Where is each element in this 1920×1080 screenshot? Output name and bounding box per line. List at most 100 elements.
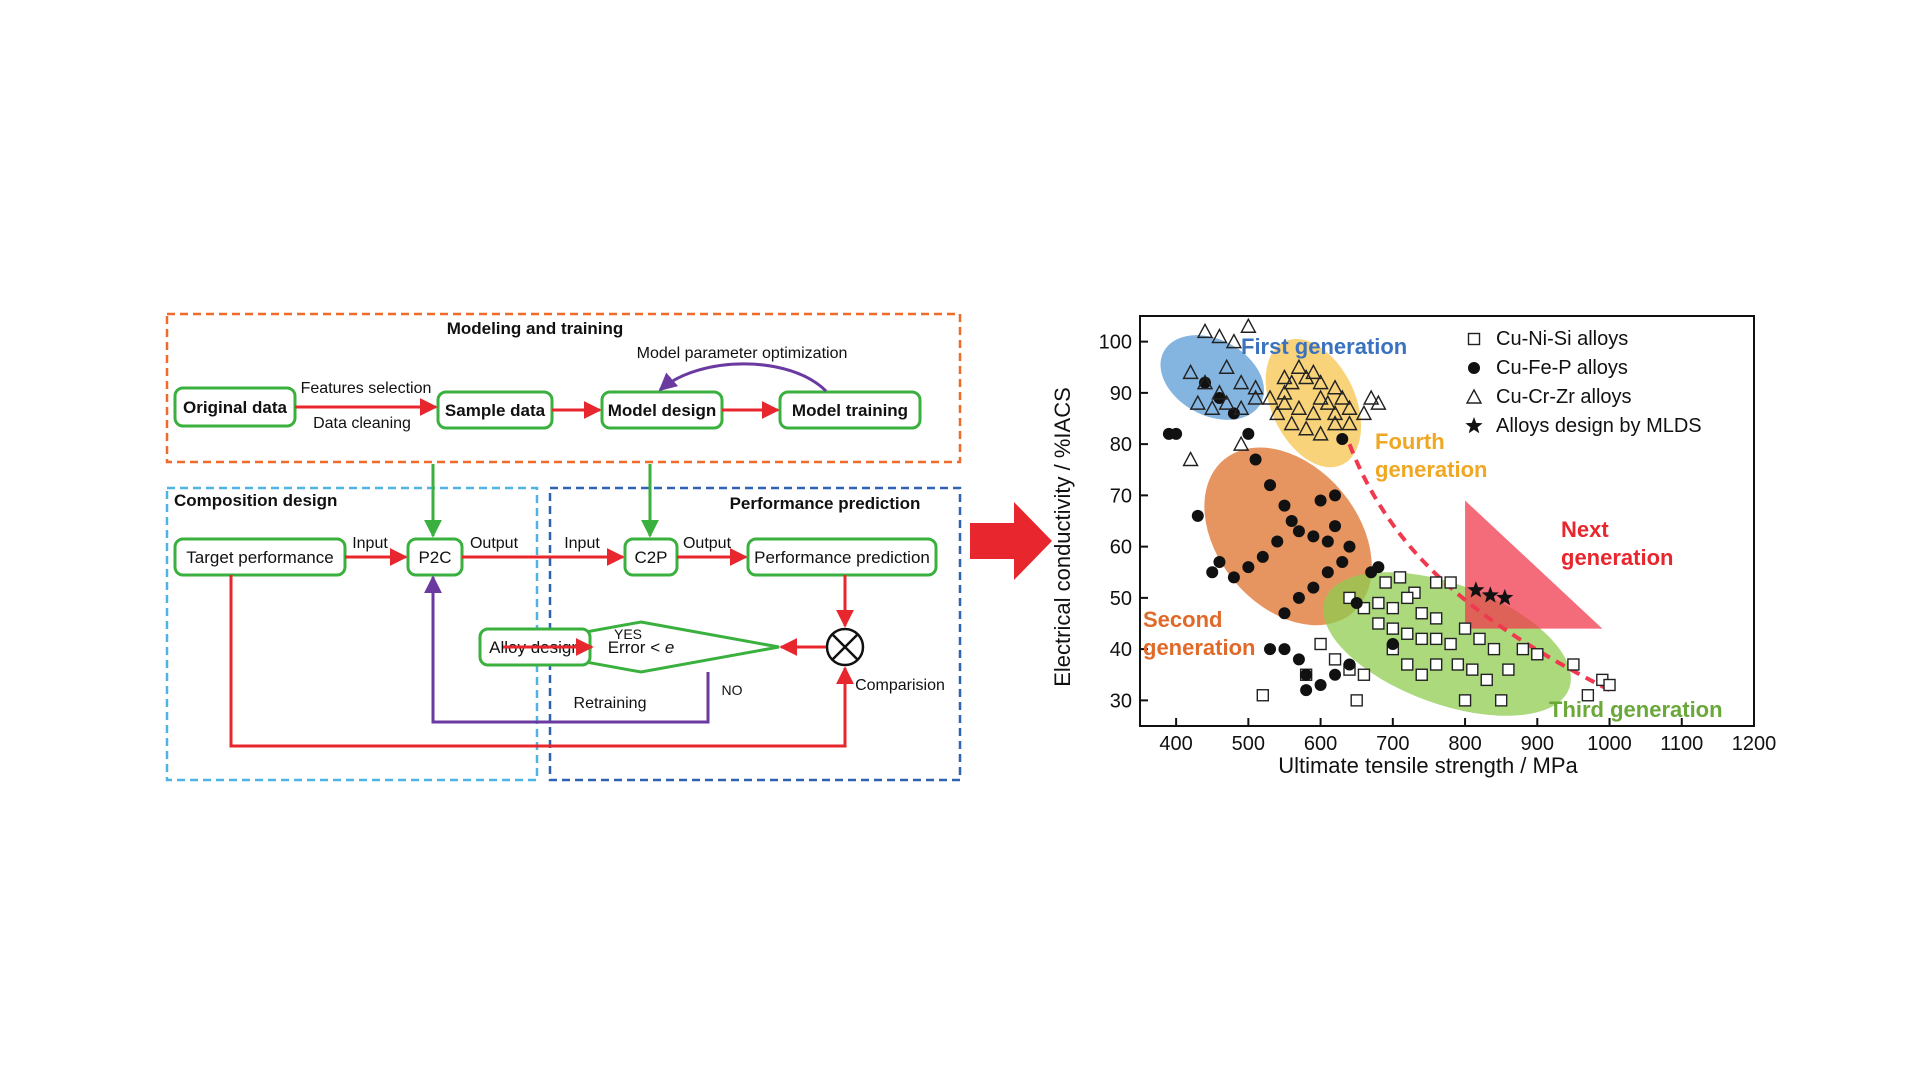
- cu-cr-zr-point: [1355, 404, 1373, 421]
- cu-fe-p-point: [1307, 581, 1320, 594]
- cu-fe-p-point: [1300, 668, 1313, 681]
- cu-cr-zr-point: [1305, 404, 1322, 421]
- cu-cr-zr-point: [1196, 322, 1214, 339]
- cu-ni-si-point: [1581, 689, 1595, 702]
- cu-fe-p-point: [1213, 392, 1226, 404]
- cu-fe-p-point: [1314, 679, 1327, 691]
- y-tick-label: 90: [1110, 383, 1132, 405]
- cu-ni-si-point: [1357, 668, 1371, 681]
- cu-cr-zr-point: [1189, 394, 1206, 410]
- features-selection-label: Features selection: [301, 380, 432, 397]
- optimization-loop-arrow: [658, 362, 828, 393]
- model-training-label: Model training: [792, 401, 908, 420]
- cu-cr-zr-point: [1362, 389, 1380, 405]
- cu-cr-zr-point: [1341, 399, 1358, 415]
- cu-fe-p-point: [1264, 479, 1277, 492]
- cu-fe-p-point: [1199, 376, 1212, 389]
- cu-fe-p-point: [1264, 643, 1277, 656]
- cu-cr-zr-point: [1247, 379, 1264, 395]
- cu-fe-p-point: [1350, 597, 1363, 609]
- x-tick-label: 500: [1232, 733, 1265, 755]
- fourth-generation-label: Fourth: [1375, 429, 1445, 454]
- cu-cr-zr-point: [1326, 404, 1344, 421]
- cu-cr-zr-point: [1283, 415, 1300, 431]
- original-data-label: Original data: [183, 398, 287, 417]
- y-tick-label: 100: [1099, 332, 1132, 354]
- x-axis-title: Ultimate tensile strength / MPa: [1278, 753, 1578, 778]
- cu-cr-zr-point: [1218, 394, 1235, 410]
- cu-fe-p-point: [1336, 433, 1349, 445]
- legend-label: Alloys design by MLDS: [1496, 415, 1702, 437]
- y-axis-title: Electrical conductivity / %IACS: [1050, 387, 1075, 687]
- cu-fe-p-point: [1386, 638, 1399, 650]
- cu-cr-zr-point: [1276, 369, 1293, 385]
- cu-fe-p-point: [1321, 535, 1334, 548]
- cu-fe-p-point: [1227, 571, 1240, 584]
- second-generation-region: [1204, 447, 1372, 626]
- cu-cr-zr-point: [1326, 415, 1344, 431]
- cu-ni-si-point: [1401, 591, 1414, 605]
- modeling-section: [165, 312, 962, 464]
- y-tick-label: 50: [1110, 588, 1132, 610]
- no-label: NO: [722, 682, 743, 698]
- cu-ni-si-point: [1415, 668, 1428, 681]
- cu-cr-zr-point: [1283, 374, 1300, 390]
- optimization-label: Model parameter optimization: [637, 345, 848, 362]
- cu-ni-si-point: [1386, 601, 1400, 615]
- cu-fe-p-point: [1314, 494, 1327, 507]
- cu-ni-si-point: [1429, 612, 1443, 625]
- next-generation-label: Next: [1561, 517, 1609, 542]
- cu-cr-zr-point: [1196, 374, 1214, 390]
- cu-ni-si-point: [1393, 571, 1407, 584]
- cu-ni-si-point: [1379, 576, 1392, 589]
- legend-label: Cu-Cr-Zr alloys: [1496, 386, 1632, 408]
- cu-cr-zr-point: [1297, 369, 1315, 385]
- first-generation-region: [1160, 335, 1264, 420]
- cu-ni-si-point: [1314, 637, 1327, 651]
- cu-cr-zr-point: [1312, 389, 1329, 405]
- cu-ni-si-point: [1429, 576, 1443, 589]
- cu-fe-p-point: [1278, 607, 1291, 620]
- cu-fe-p-point: [1206, 566, 1219, 579]
- cu-ni-si-point: [1531, 648, 1544, 661]
- yes-label: YES: [614, 626, 642, 642]
- cu-fe-p-point: [1292, 525, 1305, 538]
- cu-cr-zr-point: [1261, 389, 1279, 405]
- cu-fe-p-point: [1256, 550, 1269, 563]
- x-tick-label: 1100: [1660, 733, 1703, 755]
- cu-fe-p-point: [1336, 556, 1349, 568]
- p2c-label: P2C: [418, 548, 451, 567]
- performance-prediction-box: [746, 537, 938, 577]
- cu-fe-p-point: [1170, 427, 1183, 440]
- cu-fe-p-point: [1300, 684, 1313, 697]
- legend-label: Cu-Ni-Si alloys: [1496, 328, 1628, 350]
- cu-ni-si-point: [1401, 658, 1414, 671]
- x-tick-label: 600: [1304, 733, 1337, 755]
- target-performance-label: Target performance: [186, 548, 333, 567]
- cu-fe-p-point: [1278, 643, 1291, 656]
- cu-cr-zr-point: [1182, 451, 1199, 467]
- legend-marker-3: [1465, 417, 1483, 434]
- x-tick-label: 400: [1159, 733, 1192, 755]
- cu-cr-zr-point: [1269, 404, 1286, 421]
- comparison-label: Comparision: [855, 677, 945, 694]
- cu-ni-si-point: [1444, 637, 1457, 651]
- legend-marker-1: [1468, 362, 1480, 374]
- cu-ni-si-point: [1429, 658, 1443, 671]
- mlds-point: [1496, 588, 1514, 606]
- axis-ticks: 400 500 600 700 800 900 1000 1100 1200 30 40 50 60 70…: [1099, 315, 1776, 755]
- cu-cr-zr-point: [1247, 389, 1264, 405]
- cu-cr-zr-point: [1204, 399, 1221, 415]
- x-tick-label: 900: [1521, 733, 1554, 755]
- cu-cr-zr-point: [1225, 333, 1243, 349]
- legend-label: Cu-Fe-P alloys: [1496, 357, 1628, 379]
- cu-ni-si-point: [1328, 653, 1342, 666]
- cu-ni-si-point: [1487, 642, 1501, 656]
- c2p-label: C2P: [634, 548, 667, 567]
- cu-cr-zr-point: [1232, 435, 1250, 451]
- target-to-comparison-arrow: [229, 575, 854, 748]
- cu-ni-si-point: [1567, 658, 1580, 671]
- first-generation-label: First generation: [1241, 334, 1407, 359]
- cu-ni-si-point: [1451, 658, 1465, 671]
